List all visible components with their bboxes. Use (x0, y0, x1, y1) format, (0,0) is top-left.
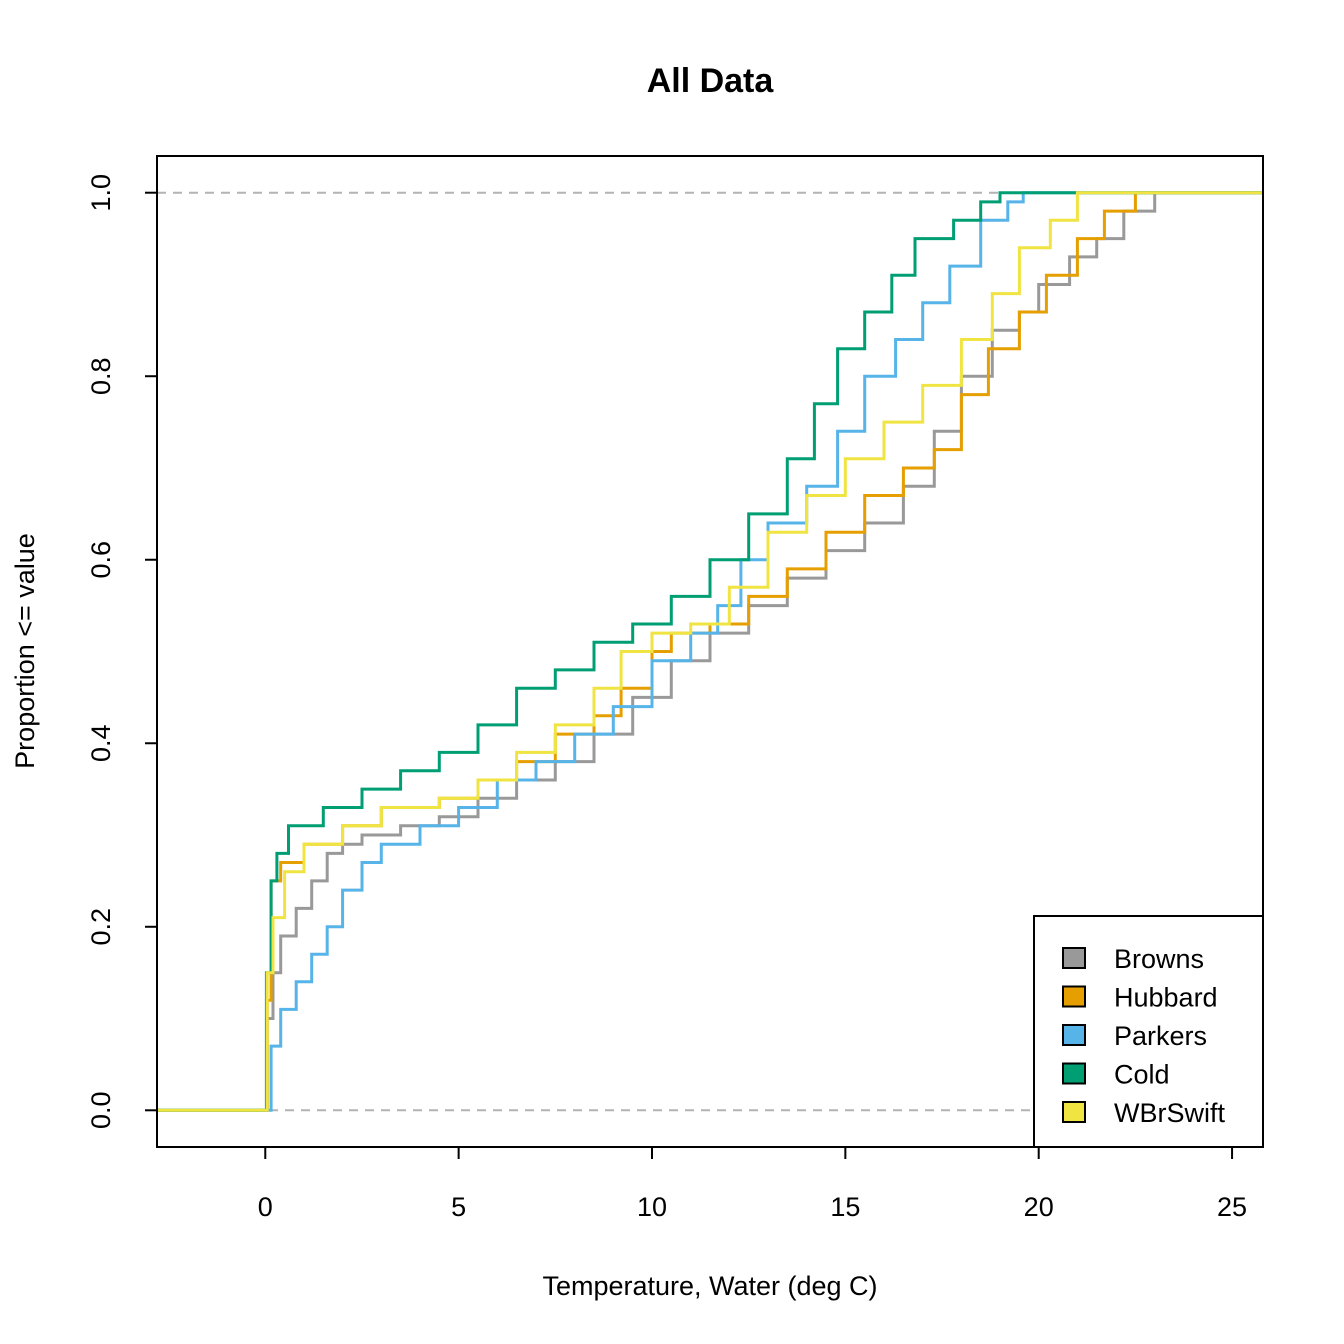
y-axis: 0.0 0.2 0.4 0.6 0.8 1.0 (86, 174, 157, 1129)
x-axis-label: Temperature, Water (deg C) (542, 1271, 877, 1301)
legend-swatch-wbrswift (1062, 1101, 1086, 1123)
legend-swatch-hubbard (1062, 985, 1086, 1008)
series-line-wbrswift (157, 191, 1263, 1112)
y-tick-label: 1.0 (86, 174, 116, 212)
reference-lines (157, 191, 1263, 1112)
y-tick-label: 0.8 (86, 357, 116, 395)
y-tick-label: 0.6 (86, 541, 116, 579)
x-tick-label: 5 (451, 1192, 466, 1222)
legend-items: Browns Hubbard Parkers Cold WBrSwift (1062, 944, 1225, 1128)
legend: Browns Hubbard Parkers Cold WBrSwift (1033, 915, 1264, 1148)
x-tick-label: 15 (830, 1192, 860, 1222)
x-tick-label: 10 (637, 1192, 667, 1222)
x-tick-label: 20 (1024, 1192, 1054, 1222)
series-line-parkers (157, 191, 1263, 1112)
legend-swatch-cold (1062, 1062, 1086, 1085)
x-tick-label: 25 (1217, 1192, 1247, 1222)
legend-swatch-parkers (1062, 1024, 1086, 1046)
y-tick-label: 0.2 (86, 908, 116, 946)
x-axis: 0 5 10 15 20 25 (258, 1147, 1247, 1222)
y-tick-label: 0.0 (86, 1092, 116, 1130)
series-line-cold (157, 191, 1263, 1112)
legend-label-wbrswift: WBrSwift (1114, 1098, 1225, 1128)
x-tick-label: 0 (258, 1192, 273, 1222)
series-group (157, 191, 1263, 1112)
legend-label-hubbard: Hubbard (1114, 983, 1218, 1013)
legend-label-browns: Browns (1114, 944, 1204, 974)
chart-title: All Data (647, 62, 775, 100)
legend-label-parkers: Parkers (1114, 1021, 1207, 1051)
plot-frame (156, 155, 1264, 1148)
y-axis-label: Proportion <= value (10, 533, 40, 769)
y-tick-label: 0.4 (86, 724, 116, 762)
legend-label-cold: Cold (1114, 1060, 1170, 1090)
legend-swatch-browns (1062, 947, 1086, 969)
